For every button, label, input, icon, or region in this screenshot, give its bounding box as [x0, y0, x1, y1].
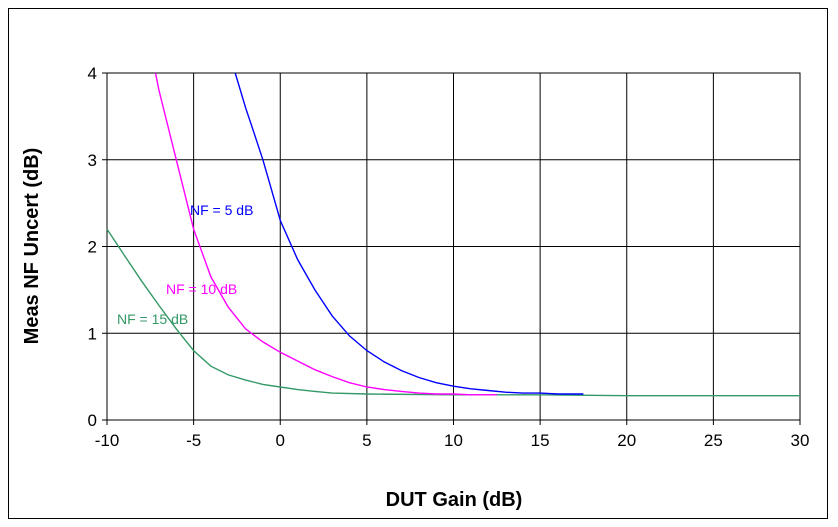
y-tick-label: 2	[88, 238, 97, 257]
y-tick-label: 3	[88, 151, 97, 170]
series-labels: NF = 5 dB NF = 10 dB NF = 15 dB	[117, 202, 253, 327]
x-tick-label: 0	[276, 431, 285, 450]
y-axis-ticks: 0 1 2 3 4	[88, 64, 107, 430]
y-axis-title: Meas NF Uncert (dB)	[21, 148, 43, 345]
series-label: NF = 10 dB	[166, 281, 237, 297]
series-line	[106, 228, 800, 397]
x-tick-label: 15	[531, 431, 550, 450]
x-tick-label: 20	[617, 431, 636, 450]
x-tick-label: 10	[444, 431, 463, 450]
x-tick-label: -10	[95, 431, 120, 450]
series-line	[234, 72, 584, 395]
series-line	[154, 72, 497, 396]
x-axis-title: DUT Gain (dB)	[386, 489, 523, 511]
y-tick-label: 4	[88, 64, 97, 83]
gridlines	[107, 73, 800, 420]
y-tick-label: 1	[88, 324, 97, 343]
series-label: NF = 5 dB	[190, 202, 253, 218]
series-lines	[106, 72, 800, 397]
x-tick-label: -5	[186, 431, 201, 450]
x-tick-label: 30	[791, 431, 810, 450]
x-axis-ticks: -10 -5 0 5 10 15 20 25 30	[95, 420, 810, 450]
x-tick-label: 5	[362, 431, 371, 450]
series-label: NF = 15 dB	[117, 311, 188, 327]
x-tick-label: 25	[704, 431, 723, 450]
y-tick-label: 0	[88, 411, 97, 430]
